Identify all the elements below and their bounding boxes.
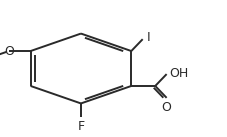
Text: O: O [161,101,171,114]
Text: I: I [146,31,150,44]
Text: F: F [77,120,84,133]
Text: O: O [4,45,14,58]
Text: OH: OH [169,67,188,80]
